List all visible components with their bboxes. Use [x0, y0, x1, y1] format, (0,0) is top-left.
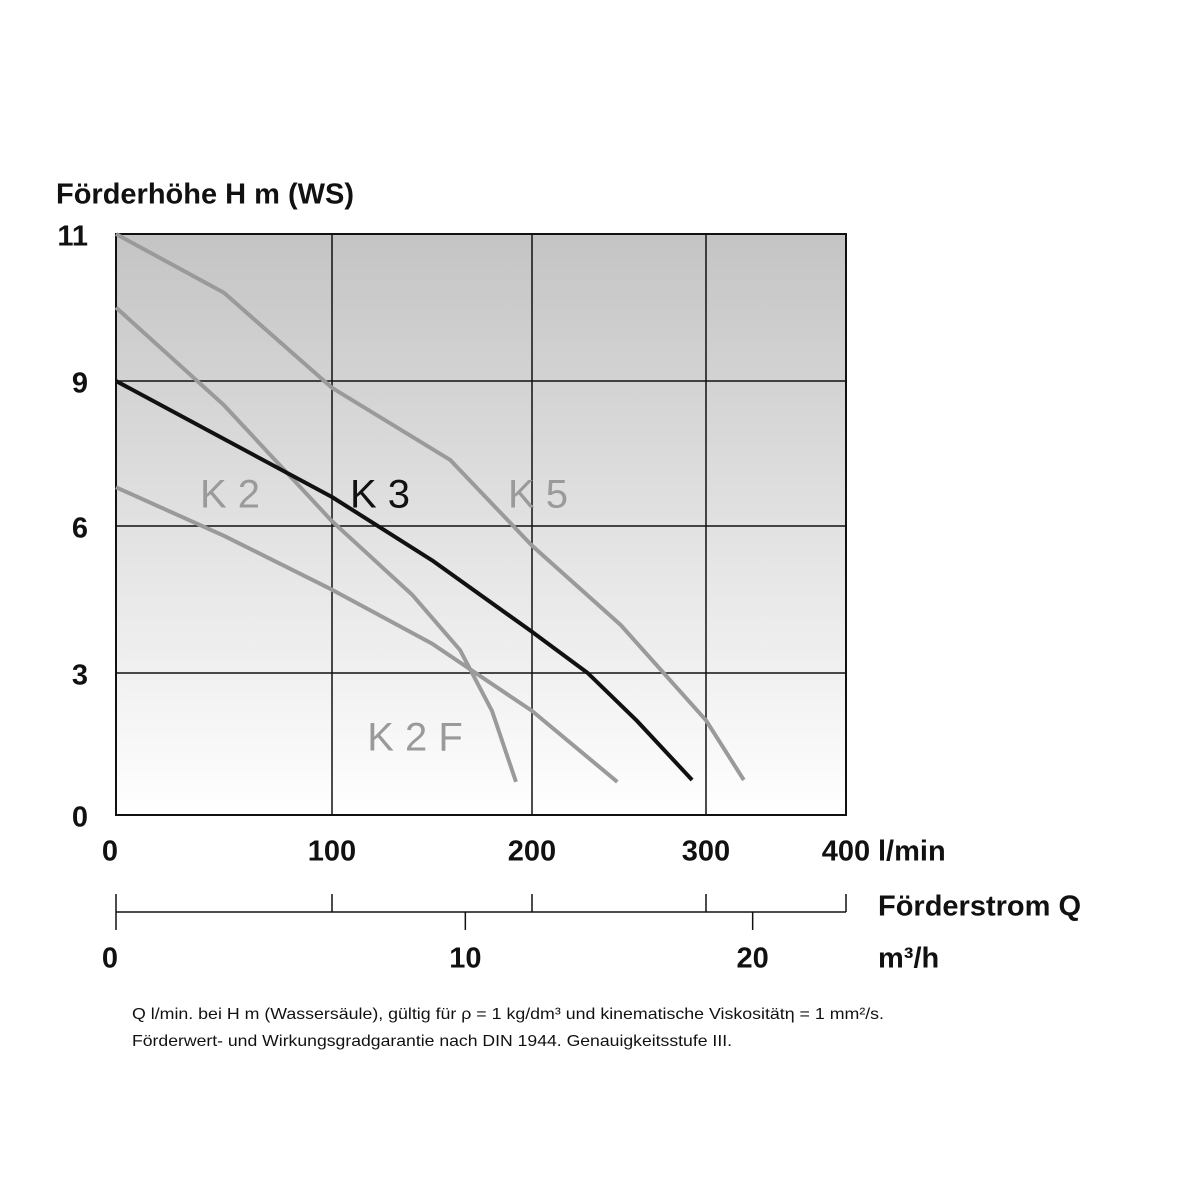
plot-area [116, 234, 846, 815]
y-tick-label: 9 [72, 368, 88, 400]
curve-label: K 5 [508, 473, 568, 517]
y-tick-label: 11 [57, 221, 88, 253]
curve [114, 306, 518, 783]
curve-label: K 2 [200, 473, 260, 517]
x-tick-label: 200 [508, 836, 556, 868]
x-unit: l/min [878, 836, 946, 868]
footnote: Q l/min. bei H m (Wassersäule), gültig f… [132, 1006, 884, 1023]
x2-title: Förderstrom Q [878, 891, 1081, 923]
y-tick-label: 3 [72, 660, 88, 692]
x2-tick-label: 0 [102, 943, 118, 975]
x2-tick-label: 20 [737, 943, 769, 975]
curve [115, 485, 619, 784]
footnote: Förderwert- und Wirkungsgradgarantie nac… [132, 1033, 732, 1050]
x-tick-label: 0 [102, 836, 118, 868]
x2-unit: m³/h [878, 943, 939, 975]
y-tick-label: 0 [72, 802, 88, 834]
curve-label: K 2 F [367, 716, 463, 760]
plot-border [115, 233, 847, 816]
curve [115, 232, 746, 782]
x-tick-label: 100 [308, 836, 356, 868]
y-tick-label: 6 [72, 513, 88, 545]
curve-label: K 3 [350, 473, 410, 517]
y-axis-title: Förderhöhe H m (WS) [56, 179, 354, 211]
x-tick-label: 300 [682, 836, 730, 868]
x-tick-label: 400 [822, 836, 870, 868]
curve [115, 379, 694, 782]
x2-tick-label: 10 [449, 943, 481, 975]
